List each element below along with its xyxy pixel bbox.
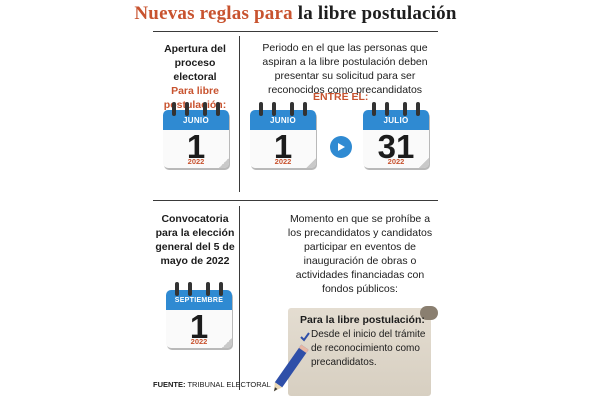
calendar-ring (372, 102, 376, 116)
scroll-roll (420, 306, 438, 320)
calendar-month: JUNIO (250, 110, 316, 130)
calendar-ring (219, 282, 223, 296)
pencil-icon (268, 340, 310, 403)
calendar-ring (259, 102, 263, 116)
section1-left-heading: Apertura del proceso electoral Para libr… (163, 43, 227, 111)
divider-top (153, 31, 438, 32)
between-label: ENTRE EL: (313, 91, 369, 103)
calendar-ring (206, 282, 210, 296)
section2-left-heading: Convocatoria para la elección general de… (155, 213, 235, 267)
calendar-convocatoria: SEPTIEMBRE 1 2022 (166, 282, 232, 348)
calendar-year: 2022 (274, 157, 292, 166)
footer-source-name: TRIBUNAL ELECTORAL (187, 380, 271, 389)
calendar-ring (416, 102, 420, 116)
scroll-text: Desde el inicio del trámite de reconocim… (311, 329, 426, 368)
note-scroll (288, 308, 431, 396)
calendar-ring (185, 102, 189, 116)
calendar-day: 1 (189, 308, 209, 345)
calendar-month: SEPTIEMBRE (166, 290, 232, 310)
calendar-end: JULIO 31 2022 (363, 102, 429, 168)
calendar-ring (203, 102, 207, 116)
calendar-year: 2022 (187, 157, 205, 166)
calendar-apertura: JUNIO 1 2022 (163, 102, 229, 168)
play-arrow-icon (330, 136, 352, 158)
calendar-ring (175, 282, 179, 296)
calendar-month: JUNIO (163, 110, 229, 130)
scroll-title: Para la libre postulación: (300, 314, 425, 326)
divider-middle (153, 200, 438, 201)
calendar-ring (216, 102, 220, 116)
section2-right-text: Momento en que se prohíbe a los precandi… (287, 213, 433, 295)
calendar-ring (272, 102, 276, 116)
check-icon (300, 329, 310, 347)
calendar-ring (303, 102, 307, 116)
title-part1: Nuevas reglas para (134, 3, 293, 24)
footer-source: FUENTE: TRIBUNAL ELECTORAL (153, 380, 271, 390)
calendar-year: 2022 (190, 337, 208, 346)
calendar-ring (403, 102, 407, 116)
calendar-ring (385, 102, 389, 116)
calendar-year: 2022 (387, 157, 405, 166)
divider-vertical-1 (239, 36, 240, 192)
calendar-ring (188, 282, 192, 296)
calendar-ring (172, 102, 176, 116)
calendar-start: JUNIO 1 2022 (250, 102, 316, 168)
title-part2: la libre postulación (297, 3, 457, 24)
footer-label: FUENTE: (153, 380, 186, 389)
calendar-month: JULIO (363, 110, 429, 130)
calendar-ring (290, 102, 294, 116)
section1-right-text: Periodo en el que las personas que aspir… (262, 42, 428, 96)
calendar-day: 1 (186, 128, 206, 165)
page-title: Nuevas reglas para la libre postulación (0, 3, 591, 25)
section1-left-sub: Para libre postulación: (163, 85, 227, 111)
calendar-day: 1 (273, 128, 293, 165)
calendar-day: 31 (377, 128, 415, 165)
divider-vertical-2 (239, 206, 240, 390)
